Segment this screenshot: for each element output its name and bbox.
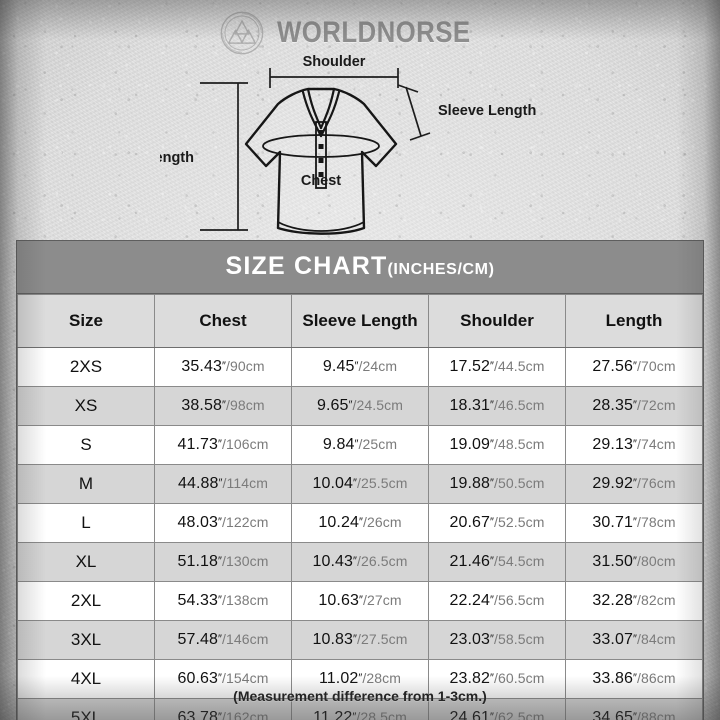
cell-size: 2XL: [17, 581, 155, 621]
cell-sleeve-length: 10.43″/26.5cm: [291, 542, 429, 582]
chart-units-text: (INCHES/CM): [387, 261, 495, 278]
cell-chest: 57.48″/146cm: [154, 620, 292, 660]
table-row: 2XL 54.33″/138cm 10.63″/27cm 22.24″/56.5cm 3…: [17, 581, 703, 621]
cell-length: 29.13″/74cm: [565, 425, 703, 465]
cell-chest: 48.03″/122cm: [154, 503, 292, 543]
table-header-row: Size Chest Sleeve Length Shoulder Length: [17, 294, 703, 348]
table-row: 2XS 35.43″/90cm 9.45″/24cm 17.52″/44.5cm 27.…: [17, 347, 703, 387]
cell-sleeve-length: 10.24″/26cm: [291, 503, 429, 543]
column-header-shoulder: Shoulder: [428, 294, 566, 348]
table-row: M 44.88″/114cm 10.04″/25.5cm 19.88″/50.5cm 2…: [17, 464, 703, 504]
sleeve-dimension-line: [397, 84, 431, 141]
length-label: Length: [160, 150, 194, 166]
cell-chest: 35.43″/90cm: [154, 347, 292, 387]
cell-sleeve-length: 9.45″/24cm: [291, 347, 429, 387]
shoulder-label: Shoulder: [303, 54, 366, 70]
cell-size: S: [17, 425, 155, 465]
table-row: 3XL 57.48″/146cm 10.83″/27.5cm 23.03″/58.5c…: [17, 620, 703, 660]
cell-size: XL: [17, 542, 155, 582]
cell-length: 27.56″/70cm: [565, 347, 703, 387]
cell-chest: 38.58″/98cm: [154, 386, 292, 426]
chart-title-bar: SIZE CHART(INCHES/CM): [17, 241, 703, 294]
brand-header: WORLDNORSE: [0, 10, 720, 56]
cell-shoulder: 18.31″/46.5cm: [428, 386, 566, 426]
cell-sleeve-length: 10.63″/27cm: [291, 581, 429, 621]
cell-shoulder: 22.24″/56.5cm: [428, 581, 566, 621]
chart-title-text: SIZE CHART: [225, 252, 388, 280]
cell-size: XS: [17, 386, 155, 426]
cell-sleeve-length: 9.84″/25cm: [291, 425, 429, 465]
cell-size: M: [17, 464, 155, 504]
cell-sleeve-length: 10.04″/25.5cm: [291, 464, 429, 504]
cell-length: 30.71″/78cm: [565, 503, 703, 543]
measurement-note: (Measurement difference from 1-3cm.): [233, 688, 487, 704]
cell-size: 2XS: [17, 347, 155, 387]
table-row: S 41.73″/106cm 9.84″/25cm 19.09″/48.5cm 29.1…: [17, 425, 703, 465]
table-row: L 48.03″/122cm 10.24″/26cm 20.67″/52.5cm 30.…: [17, 503, 703, 543]
cell-size: 3XL: [17, 620, 155, 660]
cell-shoulder: 19.88″/50.5cm: [428, 464, 566, 504]
sleeve-length-label: Sleeve Length: [438, 103, 536, 119]
cell-sleeve-length: 10.83″/27.5cm: [291, 620, 429, 660]
length-dimension-line: [200, 82, 248, 231]
cell-length: 31.50″/80cm: [565, 542, 703, 582]
cell-shoulder: 17.52″/44.5cm: [428, 347, 566, 387]
shoulder-dimension-line: [269, 68, 399, 88]
table-row: XL 51.18″/130cm 10.43″/26.5cm 21.46″/54.5cm…: [17, 542, 703, 582]
cell-chest: 41.73″/106cm: [154, 425, 292, 465]
cell-length: 32.28″/82cm: [565, 581, 703, 621]
size-chart-table: Size Chest Sleeve Length Shoulder Length…: [17, 294, 703, 720]
cell-size: L: [17, 503, 155, 543]
cell-shoulder: 19.09″/48.5cm: [428, 425, 566, 465]
garment-measurement-diagram: Shoulder Sleeve Length Length Chest: [0, 52, 720, 238]
valknut-emblem-icon: [219, 10, 265, 56]
column-header-size: Size: [17, 294, 155, 348]
cell-shoulder: 23.03″/58.5cm: [428, 620, 566, 660]
cell-chest: 51.18″/130cm: [154, 542, 292, 582]
brand-wordmark: WORLDNORSE: [276, 16, 470, 49]
cell-length: 29.92″/76cm: [565, 464, 703, 504]
table-row: XS 38.58″/98cm 9.65″/24.5cm 18.31″/46.5cm 28…: [17, 386, 703, 426]
column-header-sleeve-length: Sleeve Length: [291, 294, 429, 348]
cell-chest: 54.33″/138cm: [154, 581, 292, 621]
column-header-chest: Chest: [154, 294, 292, 348]
cell-shoulder: 20.67″/52.5cm: [428, 503, 566, 543]
size-chart-table-container: SIZE CHART(INCHES/CM) Size Chest Sleeve …: [16, 240, 704, 720]
chest-label: Chest: [301, 173, 341, 189]
cell-length: 28.35″/72cm: [565, 386, 703, 426]
cell-chest: 44.88″/114cm: [154, 464, 292, 504]
column-header-length: Length: [565, 294, 703, 348]
cell-shoulder: 21.46″/54.5cm: [428, 542, 566, 582]
table-body: 2XS 35.43″/90cm 9.45″/24cm 17.52″/44.5cm 27.…: [17, 347, 703, 720]
cell-length: 33.07″/84cm: [565, 620, 703, 660]
cell-sleeve-length: 9.65″/24.5cm: [291, 386, 429, 426]
